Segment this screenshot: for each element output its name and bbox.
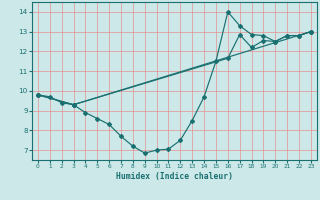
X-axis label: Humidex (Indice chaleur): Humidex (Indice chaleur) [116,172,233,181]
